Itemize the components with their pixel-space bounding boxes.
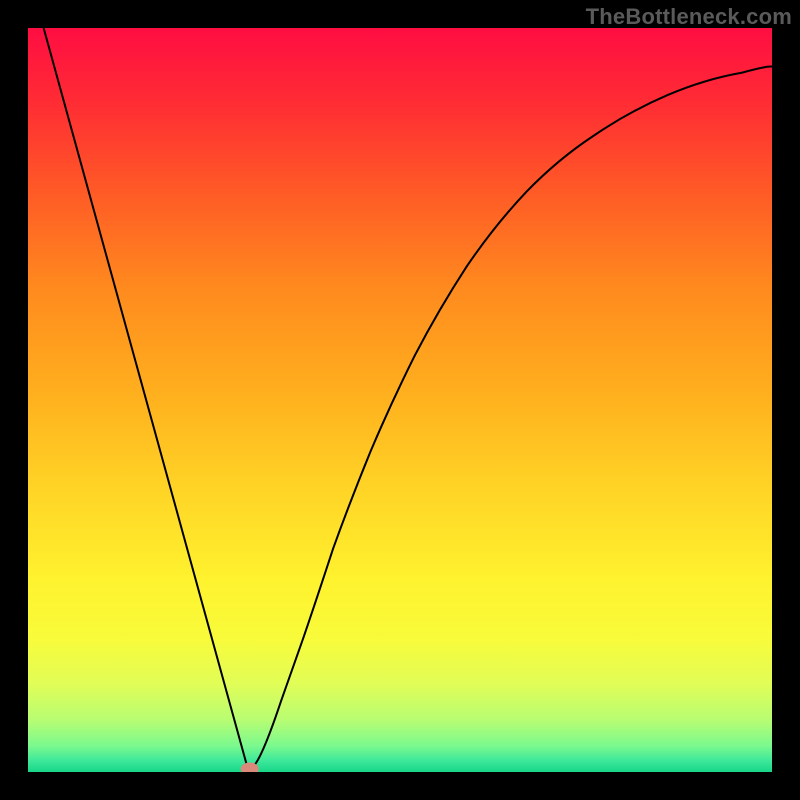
gradient-background — [28, 28, 772, 772]
watermark-text: TheBottleneck.com — [586, 4, 792, 30]
plot-area — [28, 28, 772, 772]
chart-container: TheBottleneck.com — [0, 0, 800, 800]
plot-svg — [28, 28, 772, 772]
